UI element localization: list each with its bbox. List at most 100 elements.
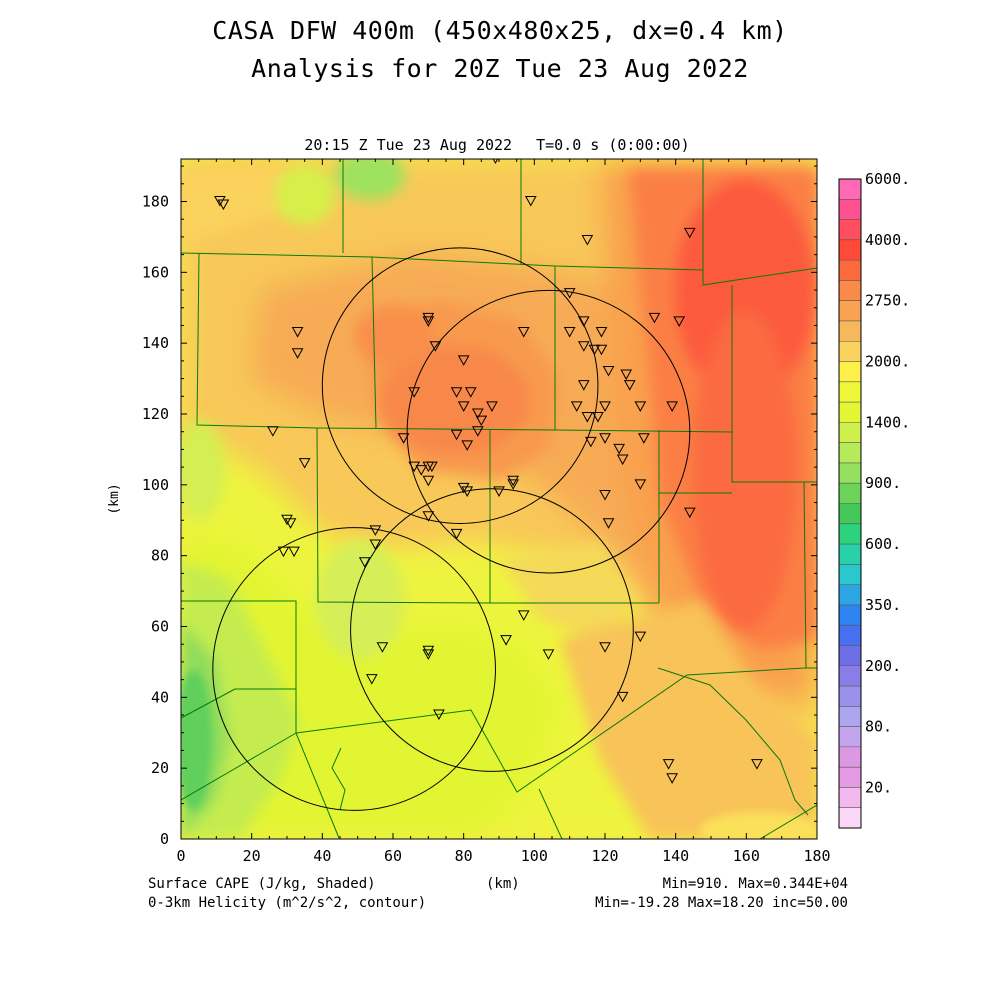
colorbar-label: 200.: [865, 657, 901, 675]
station-marker: [422, 312, 435, 324]
colorbar-label: 1400.: [865, 413, 910, 431]
y-tick-label: 20: [151, 759, 169, 777]
colorbar-label: 2000.: [865, 353, 910, 371]
contour-field-label: 0-3km Helicity (m^2/s^2, contour): [148, 895, 427, 911]
station-marker: [288, 546, 300, 558]
colorbar-swatch: [839, 462, 861, 484]
station-marker: [457, 482, 470, 494]
station-marker: [595, 344, 608, 356]
x-tick-label: 0: [176, 847, 185, 865]
station-marker: [369, 539, 382, 551]
plot-subtitle: 20:15 Z Tue 23 Aug 2022 T=0.0 s (0:00:00): [304, 136, 689, 154]
y-tick-label: 0: [160, 830, 169, 848]
station-marker: [422, 511, 435, 522]
station-marker: [291, 327, 304, 338]
colorbar-label: 80.: [865, 718, 892, 736]
y-tick-label: 140: [142, 334, 169, 352]
station-marker: [616, 454, 629, 466]
station-marker: [450, 387, 463, 398]
station-marker: [214, 196, 226, 207]
station-marker: [599, 433, 611, 444]
colorbar-swatch: [839, 686, 861, 707]
x-tick-label: 60: [384, 847, 402, 865]
station-marker: [666, 401, 678, 412]
y-tick-label: 160: [142, 263, 169, 281]
station-marker: [475, 415, 488, 427]
colorbar-swatch: [839, 645, 861, 667]
station-marker: [581, 412, 594, 423]
colorbar-swatch: [839, 442, 861, 464]
station-marker: [577, 316, 590, 327]
station-marker: [592, 412, 604, 423]
y-axis-label: (km): [107, 483, 122, 514]
colorbar-label: 6000.: [865, 170, 910, 188]
station-marker: [563, 288, 576, 299]
station-marker: [397, 433, 410, 444]
station-markers: [214, 159, 763, 784]
station-marker: [500, 635, 512, 646]
colorbar-swatch: [839, 300, 861, 322]
cape-shaded-field: [181, 159, 817, 839]
station-marker: [422, 649, 435, 660]
x-tick-label: 20: [243, 847, 261, 865]
y-tick-label: 100: [142, 476, 169, 494]
station-marker: [461, 486, 474, 497]
station-marker: [517, 610, 530, 621]
colorbar-swatch: [839, 320, 861, 342]
station-marker: [426, 461, 438, 473]
x-tick-label: 180: [803, 847, 830, 865]
station-marker: [507, 475, 519, 487]
colorbar-swatch: [839, 706, 861, 728]
station-marker: [563, 327, 576, 338]
colorbar-swatch: [839, 787, 861, 809]
station-marker: [595, 327, 608, 338]
shaded-stats: Min=910. Max=0.344E+04: [662, 876, 848, 892]
colorbar-swatch: [839, 260, 861, 281]
station-marker: [464, 387, 477, 398]
station-marker: [267, 426, 279, 437]
title-line-2: Analysis for 20Z Tue 23 Aug 2022: [251, 54, 749, 83]
colorbar-swatch: [839, 503, 861, 525]
y-tick-label: 80: [151, 547, 169, 565]
station-marker: [602, 518, 615, 529]
x-axis-label: (km): [486, 876, 520, 892]
x-tick-label: 100: [521, 847, 548, 865]
station-marker: [376, 642, 389, 653]
colorbar-label: 900.: [865, 474, 901, 492]
station-marker: [291, 348, 304, 359]
station-marker: [415, 465, 428, 476]
station-marker: [542, 649, 555, 660]
station-marker: [666, 773, 678, 784]
station-marker: [457, 355, 470, 366]
station-marker: [358, 557, 371, 568]
colorbar-label: 2750.: [865, 292, 910, 310]
station-marker: [507, 479, 519, 490]
station-marker: [298, 458, 311, 469]
station-marker: [623, 380, 636, 391]
colorbar: 6000. 4000. 2750. 2000. 1400. 900. 600. 350. 200…: [838, 170, 910, 829]
colorbar-swatch: [839, 483, 861, 504]
x-tick-label: 120: [591, 847, 618, 865]
county-boundaries: [181, 159, 817, 839]
station-marker: [450, 429, 463, 441]
station-marker: [524, 196, 537, 207]
colorbar-swatch: [839, 219, 861, 241]
station-marker: [493, 486, 505, 497]
x-tick-label: 160: [733, 847, 760, 865]
colorbar-swatch: [839, 280, 861, 302]
y-tick-label: 120: [142, 405, 169, 423]
colorbar-label: 350.: [865, 596, 901, 614]
station-marker: [471, 426, 484, 437]
station-marker: [634, 479, 647, 490]
colorbar-swatch: [839, 665, 861, 687]
station-marker: [751, 759, 763, 770]
station-marker: [673, 316, 686, 327]
station-marker: [281, 514, 293, 526]
station-marker: [599, 401, 611, 412]
station-marker: [369, 525, 382, 536]
colorbar-swatch: [839, 199, 861, 221]
radar-ring-4: [212, 527, 496, 811]
colorbar-swatch: [839, 746, 861, 768]
station-marker: [602, 366, 615, 377]
station-marker: [217, 199, 230, 211]
